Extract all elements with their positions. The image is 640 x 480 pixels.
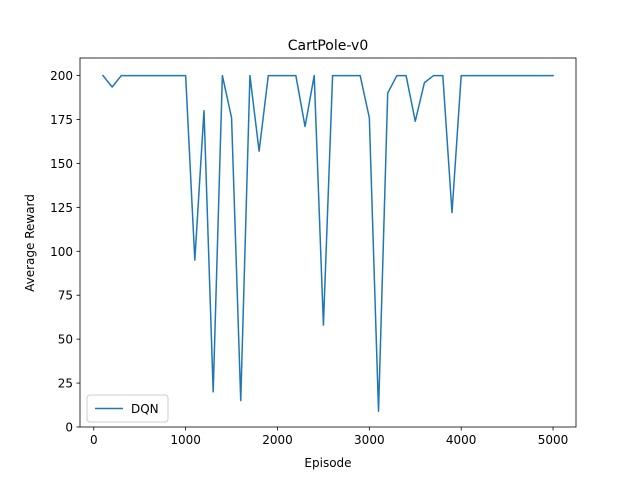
y-tick-label: 25 (58, 377, 73, 391)
x-axis-label: Episode (304, 456, 351, 470)
legend: DQN (86, 394, 169, 423)
y-tick-label: 0 (65, 421, 73, 435)
series-line-dqn (101, 74, 554, 412)
plot-area (80, 58, 576, 427)
y-axis-label: Average Reward (23, 194, 37, 292)
y-tick-label: 50 (58, 333, 73, 347)
y-axis-ticks: 0 25 50 75 100 125 150 175 200 (50, 69, 80, 435)
legend-box (86, 394, 169, 423)
y-tick-label: 125 (50, 201, 73, 215)
x-tick-label: 0 (90, 433, 98, 447)
x-tick-label: 5000 (538, 433, 569, 447)
y-tick-label: 100 (50, 245, 73, 259)
legend-label-dqn: DQN (131, 402, 159, 416)
axes-spines (79, 57, 577, 428)
series-layer (101, 74, 554, 412)
x-tick-label: 3000 (354, 433, 385, 447)
x-tick-label: 2000 (262, 433, 293, 447)
x-tick-label: 4000 (446, 433, 477, 447)
y-tick-label: 75 (58, 289, 73, 303)
x-axis-ticks: 0 1000 2000 3000 4000 5000 (90, 427, 568, 447)
plot-background (80, 58, 576, 427)
y-tick-label: 150 (50, 157, 73, 171)
y-tick-label: 200 (50, 69, 73, 83)
x-tick-label: 1000 (170, 433, 201, 447)
chart-title: CartPole-v0 (288, 38, 368, 54)
y-tick-label: 175 (50, 113, 73, 127)
axes-frame (79, 57, 577, 428)
